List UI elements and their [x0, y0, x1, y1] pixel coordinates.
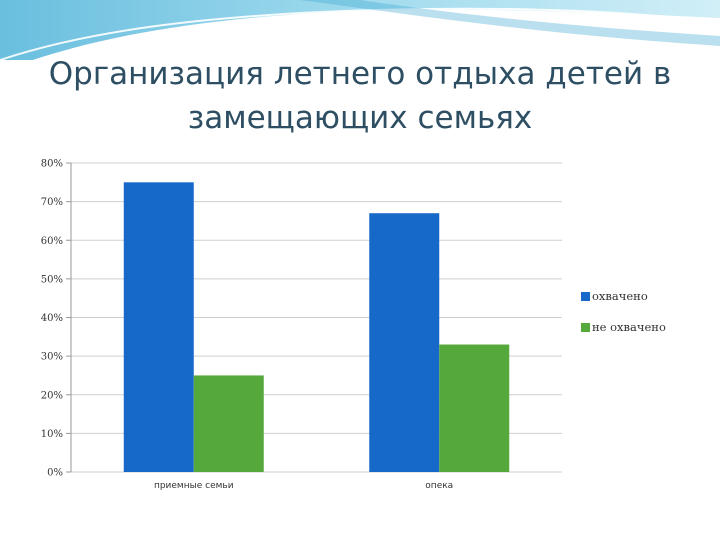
wave-accent [300, 0, 720, 46]
legend-label: охвачено [592, 289, 648, 303]
y-tick-label: 30% [41, 352, 63, 363]
y-tick-label: 0% [47, 468, 63, 479]
wave-line [0, 7, 720, 60]
y-tick-label: 50% [41, 274, 63, 285]
y-tick-label: 60% [41, 236, 63, 247]
y-tick-label: 40% [41, 313, 63, 324]
y-tick-label: 80% [41, 159, 63, 170]
category-label: приемные семьи [154, 481, 234, 491]
category-labels: приемные семьи опека [154, 481, 453, 491]
bar [193, 375, 264, 472]
bar [369, 213, 440, 472]
legend: охвачено не охвачено [581, 289, 666, 334]
header-wave-decoration [0, 0, 720, 60]
category-label: опека [425, 481, 453, 491]
y-tick-label: 20% [41, 390, 63, 401]
y-axis-ticks: 0% 10% 20% 30% 40% 50% 60% 70% 80% [41, 159, 72, 479]
wave-band [0, 0, 720, 60]
legend-swatch [581, 292, 590, 301]
bar [123, 182, 194, 472]
legend-swatch [581, 323, 590, 332]
bar [439, 344, 510, 472]
y-tick-label: 10% [41, 429, 63, 440]
bars [123, 182, 510, 472]
y-tick-label: 70% [41, 197, 63, 208]
legend-label: не охвачено [592, 320, 666, 334]
slide-title: Организация летнего отдыха детей в замещ… [48, 56, 672, 136]
